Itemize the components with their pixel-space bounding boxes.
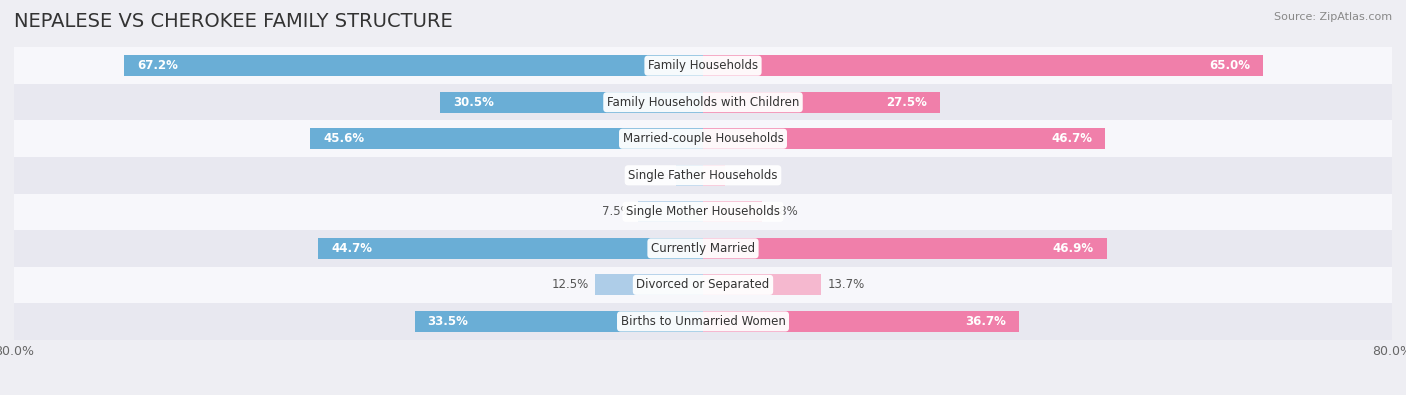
Bar [595,274,703,295]
Text: Single Mother Households: Single Mother Households [626,205,780,218]
Text: Source: ZipAtlas.com: Source: ZipAtlas.com [1274,12,1392,22]
Text: 27.5%: 27.5% [886,96,927,109]
Text: Family Households: Family Households [648,59,758,72]
Bar [14,157,1392,194]
Text: 33.5%: 33.5% [427,315,468,328]
Text: 65.0%: 65.0% [1209,59,1250,72]
Bar [703,238,1107,259]
Bar [14,84,1392,120]
Text: Married-couple Households: Married-couple Households [623,132,783,145]
Bar [318,238,703,259]
Bar [14,303,1392,340]
Bar [124,55,703,76]
Text: 67.2%: 67.2% [138,59,179,72]
Bar [703,92,939,113]
Bar [14,47,1392,84]
Bar [415,311,703,332]
Text: Divorced or Separated: Divorced or Separated [637,278,769,292]
Bar [703,274,821,295]
Bar [703,128,1105,149]
Bar [703,201,762,222]
Bar [703,165,725,186]
Text: 2.6%: 2.6% [733,169,762,182]
Bar [311,128,703,149]
Text: 46.7%: 46.7% [1052,132,1092,145]
Bar [14,230,1392,267]
Text: 13.7%: 13.7% [828,278,865,292]
Bar [703,311,1019,332]
Text: 12.5%: 12.5% [551,278,589,292]
Text: Births to Unmarried Women: Births to Unmarried Women [620,315,786,328]
Bar [676,165,703,186]
Bar [14,194,1392,230]
Text: 30.5%: 30.5% [453,96,494,109]
Text: 46.9%: 46.9% [1053,242,1094,255]
Bar [14,120,1392,157]
Text: Currently Married: Currently Married [651,242,755,255]
Text: 45.6%: 45.6% [323,132,364,145]
Text: 36.7%: 36.7% [966,315,1007,328]
Bar [638,201,703,222]
Text: Family Households with Children: Family Households with Children [607,96,799,109]
Text: 3.1%: 3.1% [640,169,669,182]
Text: 44.7%: 44.7% [330,242,373,255]
Bar [440,92,703,113]
Text: Single Father Households: Single Father Households [628,169,778,182]
Text: 6.8%: 6.8% [769,205,799,218]
Text: NEPALESE VS CHEROKEE FAMILY STRUCTURE: NEPALESE VS CHEROKEE FAMILY STRUCTURE [14,12,453,31]
Text: 7.5%: 7.5% [602,205,631,218]
Legend: Nepalese, Cherokee: Nepalese, Cherokee [610,392,796,395]
Bar [703,55,1263,76]
Bar [14,267,1392,303]
